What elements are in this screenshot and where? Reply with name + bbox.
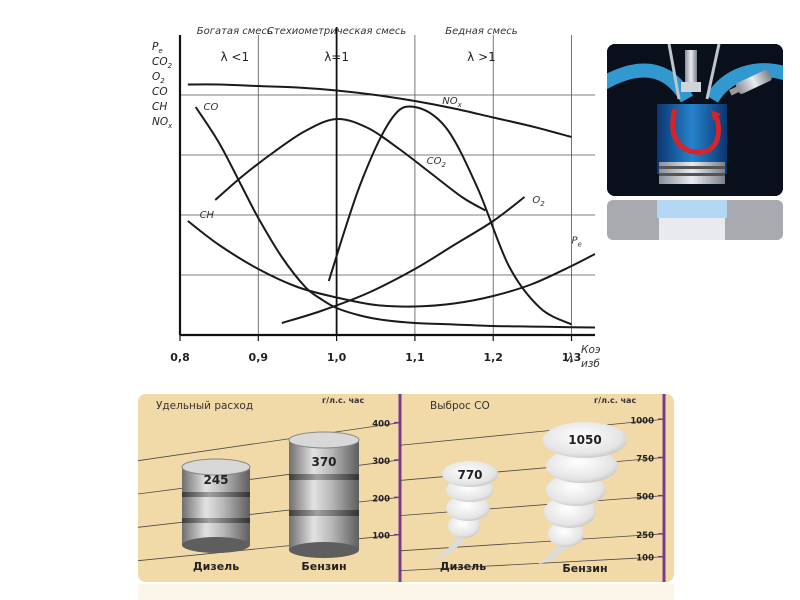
smoke-cloud-icon	[428, 461, 498, 562]
chart-axes	[178, 27, 595, 337]
x-axis-symbol: λ	[566, 351, 574, 365]
series-label-co: CO	[203, 102, 218, 113]
specific-consumption-unit: г/л.с. час	[322, 396, 364, 405]
x-axis-ticks: 0,8 0,9 1,0 1,1 1,2 1,3	[170, 335, 581, 364]
scale-guide-line	[399, 533, 665, 552]
zone-title: Богатая смесь	[197, 26, 273, 37]
engine-reflection	[607, 200, 783, 240]
scale-tick-label: 750	[636, 454, 654, 464]
scale-guide-line	[138, 422, 401, 462]
consumption-panel: Удельный расход г/л.с. час 400 300 200 100 …	[138, 394, 674, 582]
chart-series: Pe CO CO2 NOx O2 CH	[187, 83, 596, 329]
co-emission-unit: г/л.с. час	[594, 396, 636, 405]
x-axis-label-line2: избытка воздуха	[581, 358, 600, 370]
scale-tick-label: 250	[636, 531, 654, 541]
series-label-pe: Pe	[572, 236, 582, 249]
specific-consumption-title: Удельный расход	[156, 400, 253, 412]
cylinder-icon	[181, 458, 251, 553]
co-scale: 1000 750 500 250 100	[399, 416, 665, 572]
y-axis-label: CH	[152, 101, 167, 113]
scale-tick-label: 100	[636, 554, 654, 564]
scale-tick-label: 200	[372, 494, 390, 504]
x-tick-label: 1,1	[405, 351, 425, 364]
petrol-co-label: Бензин	[562, 562, 607, 575]
scale-tick-label: 400	[372, 420, 390, 430]
co-emission-title: Выброс СО	[430, 400, 490, 412]
y-axis-label: O2	[152, 71, 165, 85]
series-label-o2: O2	[532, 195, 545, 208]
diesel-consumption-value: 245	[203, 473, 228, 487]
x-tick-label: 1,3	[562, 351, 582, 364]
scale-tick-label: 100	[372, 532, 390, 542]
series-label-nox: NOx	[442, 96, 462, 109]
y-axis-label: Pe	[152, 41, 163, 55]
scale-guide-line	[399, 556, 665, 572]
scale-guide-line	[399, 418, 665, 446]
zone-title: Бедная смесь	[445, 26, 517, 37]
curve-ch-5	[187, 220, 596, 308]
x-axis-label-line1: Коэффициент	[581, 344, 600, 356]
engine-illustration	[607, 44, 783, 196]
x-tick-label: 1,2	[483, 351, 503, 364]
diesel-co-value: 770	[457, 468, 482, 482]
curve-nox-3	[327, 105, 572, 326]
scale-tick-label: 300	[372, 457, 390, 467]
x-tick-label: 0,8	[170, 351, 190, 364]
panel-reflection	[138, 584, 674, 600]
engine-cylinder-icon	[607, 44, 783, 196]
series-label-co2: CO2	[427, 156, 447, 169]
y-axis-label: NOx	[152, 116, 173, 130]
curve-co2-2	[214, 117, 486, 212]
diesel-co-label: Дизель	[440, 560, 486, 573]
curve-o2-4	[281, 196, 526, 324]
scale-tick-label: 500	[636, 493, 654, 503]
petrol-consumption-value: 370	[311, 455, 336, 469]
y-axis-label: CO	[152, 86, 168, 98]
zone-condition: λ <1	[221, 50, 250, 64]
co-emission-chart: Выброс СО г/л.с. час 1000 750 500 250 100 77…	[399, 394, 666, 582]
scale-guide-line	[399, 495, 665, 517]
consumption-scale: 400 300 200 100	[138, 420, 401, 562]
scale-guide-line	[399, 457, 665, 481]
zone-condition: λ >1	[467, 50, 496, 64]
curve-co-1	[194, 106, 596, 329]
x-tick-label: 0,9	[249, 351, 268, 364]
x-tick-label: 1,0	[327, 351, 347, 364]
diesel-consumption-label: Дизель	[193, 560, 239, 573]
specific-consumption-chart: Удельный расход г/л.с. час 400300200100 …	[138, 394, 402, 582]
series-label-ch: CH	[200, 210, 215, 221]
petrol-co-value: 1050	[568, 433, 601, 447]
smoke-cloud-icon	[538, 422, 627, 564]
scale-tick-label: 1000	[630, 416, 654, 426]
petrol-consumption-label: Бензин	[301, 560, 346, 573]
y-axis-label: CO2	[152, 56, 173, 70]
chart-grid	[180, 35, 595, 335]
curve-pe-0	[187, 83, 572, 138]
cylinder-icon	[288, 431, 360, 558]
